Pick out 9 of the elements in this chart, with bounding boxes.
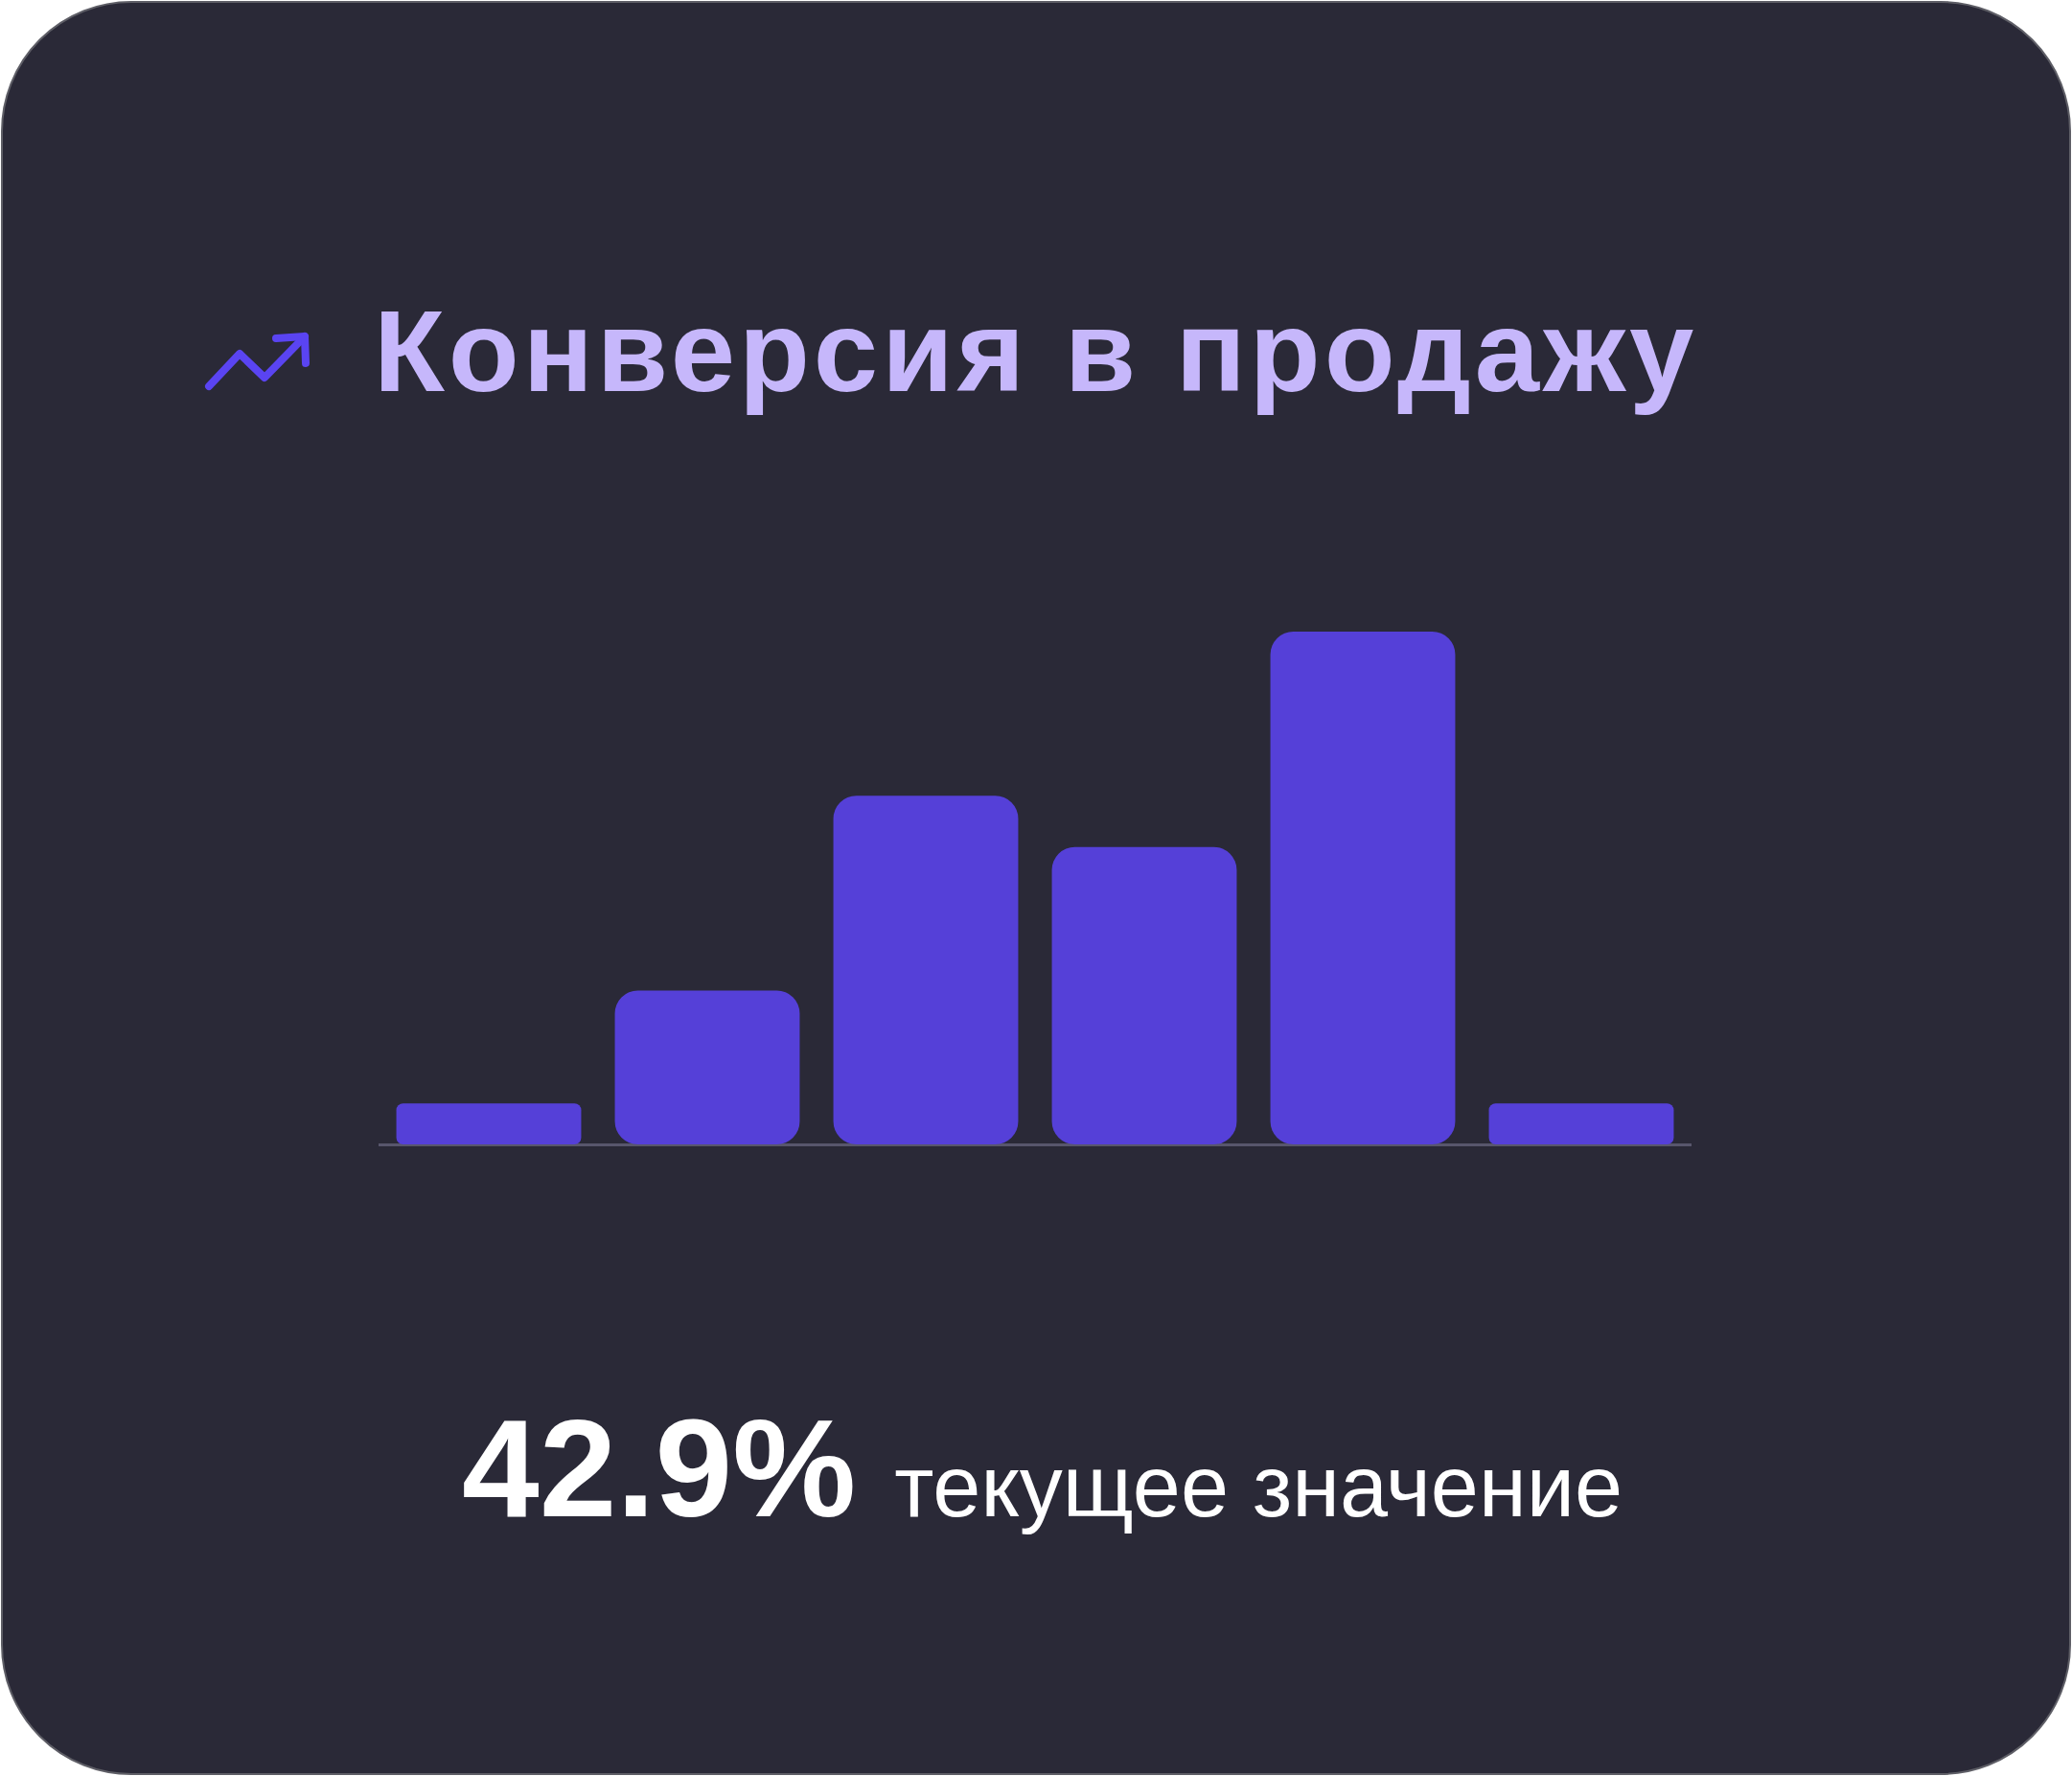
chart-title: Конверсия в продажу [374, 286, 1698, 416]
bar [614, 990, 800, 1144]
text: 42.9% [462, 1391, 857, 1546]
bar [1051, 846, 1237, 1144]
bar [1488, 1103, 1674, 1144]
text: текущее значение [894, 1439, 1623, 1534]
bar [833, 796, 1019, 1144]
bar [396, 1103, 582, 1144]
bar [1270, 632, 1456, 1144]
